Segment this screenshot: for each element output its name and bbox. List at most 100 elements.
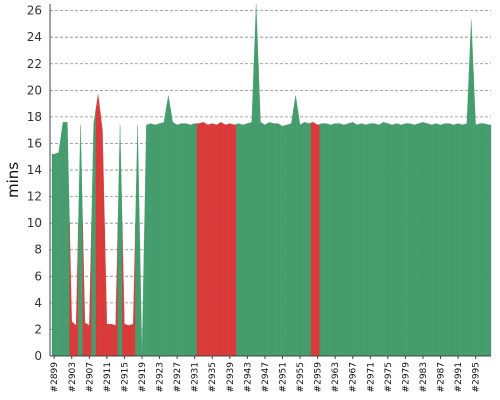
build-area-#2943 bbox=[245, 122, 250, 357]
build-area-#2929 bbox=[183, 123, 189, 357]
build-area-#2900 bbox=[56, 137, 61, 357]
build-area-#2910 bbox=[100, 112, 105, 357]
x-tick-label: #2979 bbox=[401, 362, 411, 393]
build-area-#2947 bbox=[262, 123, 268, 357]
build-area-#2957 bbox=[306, 122, 312, 357]
x-tick-label: #2915 bbox=[120, 362, 130, 392]
build-area-#2961 bbox=[324, 123, 329, 357]
build-area-#2973 bbox=[376, 123, 382, 357]
x-tick-label: #2995 bbox=[472, 362, 482, 392]
build-area-#2918 bbox=[135, 124, 140, 357]
y-tick-label: 6 bbox=[34, 269, 42, 283]
build-area-#2899 bbox=[51, 153, 57, 357]
x-tick-label: #2975 bbox=[384, 362, 394, 392]
build-area-#2970 bbox=[363, 124, 369, 357]
build-area-#2996 bbox=[477, 123, 483, 357]
build-area-#2917 bbox=[130, 224, 136, 357]
x-tick-label: #2983 bbox=[419, 362, 429, 392]
build-area-#2963 bbox=[332, 123, 338, 357]
build-area-#2992 bbox=[460, 124, 465, 357]
build-area-#2967 bbox=[350, 122, 356, 357]
x-tick-label: #2903 bbox=[68, 362, 78, 392]
build-area-#2980 bbox=[407, 123, 413, 357]
build-area-#2912 bbox=[108, 323, 114, 357]
x-tick-label: #2919 bbox=[138, 362, 148, 393]
x-tick-label: #2963 bbox=[331, 362, 341, 392]
build-area-#2953 bbox=[288, 109, 294, 357]
x-tick-label: #2967 bbox=[349, 362, 359, 392]
build-area-#2958 bbox=[310, 122, 316, 357]
build-area-#2968 bbox=[354, 123, 360, 357]
x-tick-label: #2931 bbox=[191, 362, 201, 392]
build-area-#2904 bbox=[73, 225, 79, 357]
build-area-#2945 bbox=[253, 3, 259, 357]
x-tick-label: #2935 bbox=[208, 362, 218, 392]
x-tick-label: #2971 bbox=[366, 362, 376, 392]
build-area-#2962 bbox=[328, 124, 334, 357]
build-area-#2903 bbox=[69, 221, 75, 357]
build-area-#2940 bbox=[231, 124, 237, 357]
y-tick-label: 16 bbox=[27, 136, 42, 150]
build-area-#2971 bbox=[367, 123, 373, 357]
build-area-#2936 bbox=[214, 123, 219, 357]
x-tick-label: #2939 bbox=[226, 362, 236, 393]
build-area-#2946 bbox=[258, 63, 263, 357]
build-area-#2935 bbox=[209, 123, 215, 357]
build-area-#2926 bbox=[170, 108, 176, 357]
build-area-#2955 bbox=[297, 110, 303, 357]
build-area-#2916 bbox=[126, 324, 132, 357]
build-area-#2933 bbox=[201, 122, 206, 357]
build-area-#2978 bbox=[398, 124, 404, 357]
y-axis-label: mins bbox=[4, 162, 22, 198]
x-tick-label: #2947 bbox=[261, 362, 271, 392]
build-area-#2932 bbox=[196, 122, 202, 357]
build-area-#2905 bbox=[78, 124, 83, 357]
build-area-#2983 bbox=[420, 122, 426, 357]
build-area-#2913 bbox=[113, 225, 118, 357]
build-area-#2995 bbox=[473, 72, 478, 357]
x-tick-label: #2951 bbox=[278, 362, 288, 392]
build-area-#2901 bbox=[60, 122, 66, 357]
build-area-#2944 bbox=[249, 63, 255, 357]
x-tick-label: #2955 bbox=[296, 362, 306, 392]
build-area-#2959 bbox=[315, 123, 320, 357]
area-series bbox=[51, 3, 492, 357]
build-area-#2920 bbox=[144, 124, 149, 357]
x-tick-label: #2959 bbox=[314, 362, 324, 393]
build-area-#2979 bbox=[403, 123, 408, 357]
build-area-#2907 bbox=[86, 224, 92, 357]
y-tick-label: 8 bbox=[34, 243, 42, 257]
build-area-#2986 bbox=[433, 123, 439, 357]
build-area-#2993 bbox=[464, 71, 470, 357]
build-area-#2919 bbox=[139, 240, 145, 357]
y-tick-label: 20 bbox=[27, 83, 42, 97]
build-area-#2939 bbox=[227, 123, 233, 357]
build-area-#2923 bbox=[157, 122, 162, 357]
build-area-#2930 bbox=[187, 124, 193, 357]
x-tick-label: #2899 bbox=[50, 362, 60, 393]
build-area-#2928 bbox=[179, 123, 184, 357]
build-area-#2989 bbox=[446, 123, 452, 357]
build-area-#2964 bbox=[337, 123, 342, 357]
build-area-#2998 bbox=[486, 124, 492, 357]
y-tick-label: 12 bbox=[27, 190, 42, 204]
build-area-#2915 bbox=[122, 224, 127, 357]
x-tick-label: #2923 bbox=[156, 362, 166, 392]
y-tick-label: 10 bbox=[27, 216, 42, 230]
build-area-#2931 bbox=[192, 123, 198, 357]
build-area-#2951 bbox=[280, 124, 285, 357]
x-tick-label: #2987 bbox=[437, 362, 447, 392]
build-area-#2938 bbox=[223, 123, 228, 357]
build-area-#2941 bbox=[236, 123, 241, 357]
build-area-#2969 bbox=[359, 123, 364, 357]
build-area-#2991 bbox=[455, 123, 461, 357]
build-area-#2922 bbox=[152, 124, 158, 357]
y-tick-label: 18 bbox=[27, 110, 42, 124]
build-area-#2908 bbox=[91, 108, 97, 357]
build-area-#2988 bbox=[442, 123, 448, 357]
build-area-#2902 bbox=[65, 122, 70, 357]
x-tick-label: #2927 bbox=[173, 362, 183, 392]
build-area-#2950 bbox=[275, 123, 281, 357]
